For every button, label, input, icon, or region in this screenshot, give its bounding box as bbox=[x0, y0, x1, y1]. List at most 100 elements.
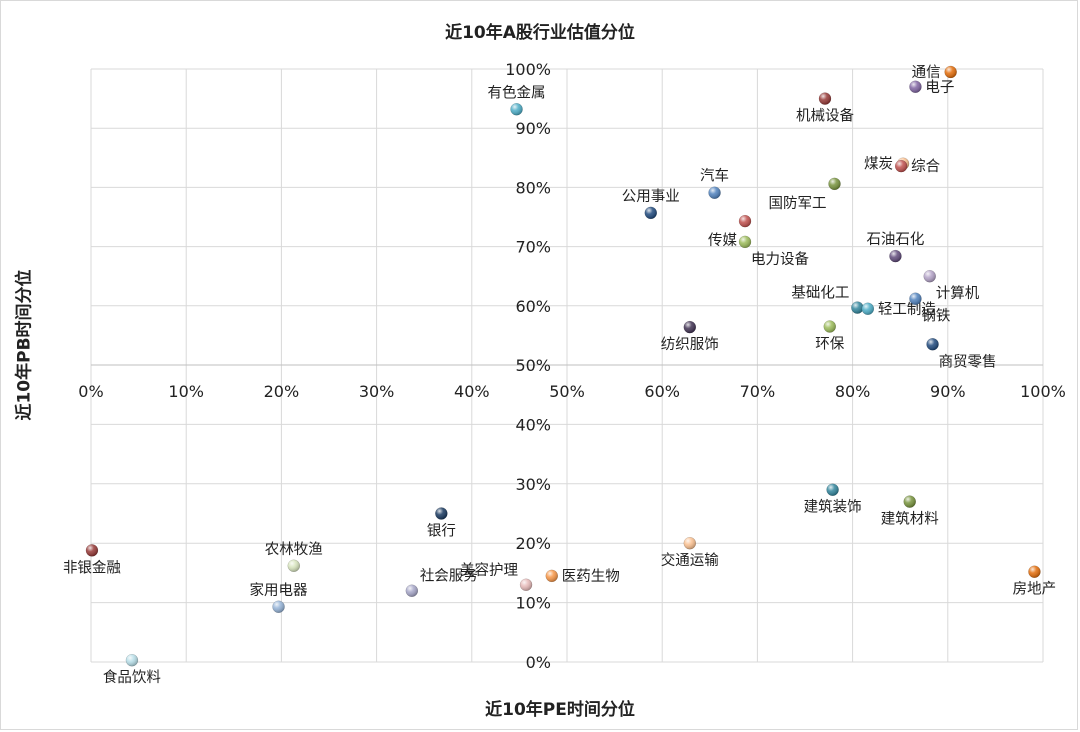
x-tick-label: 10% bbox=[168, 382, 204, 401]
point-highlight bbox=[909, 292, 922, 305]
point-label: 房地产 bbox=[1013, 581, 1057, 598]
data-point: 综合 bbox=[894, 158, 941, 175]
point-label: 商贸零售 bbox=[939, 353, 997, 370]
point-highlight bbox=[520, 578, 533, 591]
x-tick-label: 60% bbox=[644, 382, 680, 401]
point-label: 交通运输 bbox=[661, 551, 719, 569]
y-tick-label: 50% bbox=[515, 356, 551, 375]
y-tick-label: 30% bbox=[515, 475, 551, 494]
point-highlight bbox=[545, 569, 558, 582]
data-point: 房地产 bbox=[1013, 565, 1057, 598]
point-highlight bbox=[708, 186, 721, 199]
x-tick-label: 50% bbox=[549, 382, 585, 401]
point-highlight bbox=[272, 600, 285, 613]
point-label: 公用事业 bbox=[622, 188, 680, 205]
point-label: 电力设备 bbox=[751, 251, 809, 268]
point-highlight bbox=[903, 495, 916, 508]
y-tick-label: 0% bbox=[526, 653, 551, 672]
point-highlight bbox=[851, 301, 864, 314]
y-tick-label: 40% bbox=[515, 415, 551, 434]
point-highlight bbox=[895, 160, 908, 173]
data-point: 电子 bbox=[909, 79, 954, 96]
point-label: 建筑装饰 bbox=[804, 499, 862, 516]
data-point: 机械设备 bbox=[796, 92, 854, 125]
data-point: 环保 bbox=[815, 320, 845, 353]
data-point: 建筑材料 bbox=[881, 495, 939, 528]
data-point: 通信 bbox=[912, 64, 957, 81]
tick-labels: 0% 10% 20% 30% 40% 50% 60% 70% 80% 90% 100% 0% 10% 20… bbox=[78, 60, 1066, 672]
point-label: 非银金融 bbox=[63, 559, 121, 576]
point-highlight bbox=[909, 80, 922, 93]
point-label: 煤炭 bbox=[864, 156, 893, 173]
point-label: 有色金属 bbox=[488, 84, 546, 101]
y-tick-label: 80% bbox=[515, 178, 551, 197]
x-tick-label: 100% bbox=[1020, 382, 1066, 401]
data-point: 电力设备 bbox=[738, 235, 810, 268]
point-label: 通信 bbox=[912, 64, 941, 81]
point-label: 食品饮料 bbox=[103, 669, 161, 686]
point-highlight bbox=[926, 338, 939, 351]
point-label: 环保 bbox=[815, 336, 844, 353]
point-label: 银行 bbox=[427, 523, 456, 540]
x-tick-label: 80% bbox=[835, 382, 871, 401]
data-point: 商贸零售 bbox=[926, 338, 997, 370]
point-label: 基础化工 bbox=[791, 285, 849, 302]
point-label: 农林牧渔 bbox=[265, 541, 323, 558]
x-axis-label: 近10年PE时间分位 bbox=[485, 700, 635, 720]
point-label: 综合 bbox=[911, 158, 940, 175]
y-tick-label: 20% bbox=[515, 534, 551, 553]
x-tick-label: 0% bbox=[78, 382, 103, 401]
data-point: 建筑装饰 bbox=[804, 483, 862, 516]
point-label: 轻工制造 bbox=[878, 301, 936, 318]
point-highlight bbox=[683, 321, 696, 334]
data-point: 国防军工 bbox=[769, 177, 841, 212]
point-highlight bbox=[739, 235, 752, 248]
x-tick-label: 90% bbox=[930, 382, 966, 401]
y-tick-label: 10% bbox=[515, 594, 551, 613]
x-tick-label: 40% bbox=[454, 382, 490, 401]
data-point: 公用事业 bbox=[622, 188, 680, 220]
point-label: 机械设备 bbox=[796, 108, 854, 125]
point-highlight bbox=[1028, 565, 1041, 578]
point-highlight bbox=[125, 654, 138, 667]
point-label: 美容护理 bbox=[460, 562, 518, 579]
data-point: 汽车 bbox=[700, 168, 729, 199]
y-tick-label: 60% bbox=[515, 297, 551, 316]
point-highlight bbox=[818, 92, 831, 105]
point-label: 汽车 bbox=[700, 168, 729, 185]
point-label: 医药生物 bbox=[562, 568, 620, 585]
point-highlight bbox=[889, 250, 902, 263]
grid bbox=[90, 68, 1044, 663]
data-point: 计算机 bbox=[923, 269, 980, 302]
data-point: 农林牧渔 bbox=[265, 541, 323, 573]
point-label: 家用电器 bbox=[250, 582, 308, 599]
chart-title: 近10年A股行业估值分位 bbox=[445, 23, 635, 43]
data-point: 非银金融 bbox=[63, 544, 121, 576]
y-tick-label: 90% bbox=[515, 119, 551, 138]
point-highlight bbox=[287, 559, 300, 572]
data-point: 食品饮料 bbox=[103, 653, 161, 686]
point-highlight bbox=[739, 215, 752, 228]
data-point: 钢铁 bbox=[909, 292, 950, 325]
data-point: 家用电器 bbox=[250, 582, 308, 614]
data-point: 银行 bbox=[427, 507, 456, 540]
data-point: 美容护理 bbox=[460, 562, 533, 592]
point-label: 钢铁 bbox=[921, 308, 950, 325]
point-label: 电子 bbox=[925, 79, 954, 96]
point-label: 传媒 bbox=[708, 232, 737, 249]
point-label: 纺织服饰 bbox=[661, 336, 719, 353]
y-tick-label: 70% bbox=[515, 238, 551, 257]
data-point: 医药生物 bbox=[545, 568, 620, 585]
point-highlight bbox=[435, 507, 448, 520]
point-highlight bbox=[828, 177, 841, 190]
x-tick-label: 30% bbox=[359, 382, 395, 401]
point-highlight bbox=[923, 270, 936, 283]
point-label: 国防军工 bbox=[769, 195, 827, 212]
point-highlight bbox=[683, 537, 696, 550]
point-highlight bbox=[85, 544, 98, 557]
data-point: 基础化工 bbox=[791, 285, 864, 314]
point-highlight bbox=[510, 103, 523, 116]
